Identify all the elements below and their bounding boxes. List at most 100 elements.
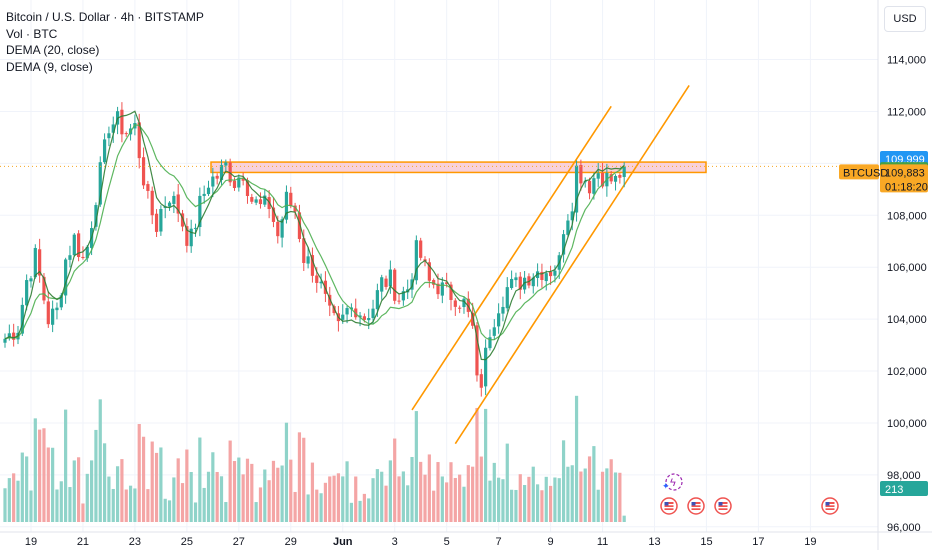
flag-canton: [825, 502, 830, 506]
dema20-indicator-label[interactable]: DEMA (20, close): [6, 43, 100, 57]
volume-bar: [531, 466, 535, 522]
chart-legend: Bitcoin / U.S. Dollar · 4h · BITSTAMP Vo…: [6, 9, 204, 75]
candle-body: [540, 271, 544, 280]
volume-bar: [388, 460, 392, 522]
volume-bar: [328, 476, 332, 522]
flag-canton: [664, 502, 669, 506]
volume-bar: [55, 489, 59, 522]
candle-body: [449, 284, 453, 300]
volume-bar: [224, 502, 228, 522]
candle-body: [579, 165, 583, 184]
candle-body: [531, 277, 535, 287]
volume-bar: [561, 440, 566, 522]
volume-bar: [510, 489, 514, 522]
volume-bar: [176, 458, 180, 522]
volume-bar: [267, 480, 271, 522]
volume-bar: [172, 477, 176, 522]
candle-body: [141, 157, 146, 186]
volume-bar: [371, 478, 375, 522]
x-tick-label: 25: [181, 536, 193, 548]
volume-bar: [592, 446, 596, 522]
symbol-title[interactable]: Bitcoin / U.S. Dollar · 4h · BITSTAMP: [6, 10, 204, 24]
annotations[interactable]: [210, 85, 707, 445]
volume-bar: [284, 422, 289, 522]
volume-bar: [211, 452, 215, 522]
volume-bar: [51, 447, 55, 522]
candle-body: [250, 197, 254, 202]
candle-body: [380, 277, 384, 292]
flag-stripes: [691, 502, 701, 510]
volume-bar: [501, 479, 505, 522]
volume-bar: [479, 456, 483, 522]
volume-bar: [492, 462, 496, 522]
volume-bar: [59, 481, 63, 522]
volume-bar: [111, 488, 115, 522]
volume-bar: [540, 490, 544, 522]
candle-body: [384, 278, 388, 287]
candle-body: [215, 175, 219, 179]
volume-bar: [574, 395, 579, 522]
candle-body: [237, 177, 241, 188]
flag-stripe-white: [825, 507, 835, 509]
candle-body: [241, 178, 245, 181]
candle-body: [371, 308, 375, 318]
volume-bar: [484, 408, 488, 522]
volume-bar: [289, 459, 293, 522]
volume-indicator-label[interactable]: Vol · BTC: [6, 26, 58, 41]
x-tick-label: 5: [444, 536, 450, 548]
candle-body: [613, 175, 618, 182]
candle-body: [592, 178, 596, 194]
volume-bar: [198, 437, 202, 522]
last-price-tag-text: 109,883: [885, 167, 925, 179]
candle-body: [319, 281, 323, 284]
candle-body: [81, 256, 85, 259]
candle-body: [29, 278, 33, 282]
volume-bar: [38, 429, 42, 522]
x-tick-label: 15: [700, 536, 712, 548]
y-tick-label: 114,000: [887, 55, 926, 67]
candle-body: [137, 122, 141, 159]
y-tick-label: 106,000: [887, 262, 927, 274]
candle-body: [124, 133, 128, 135]
us-flag-event-icon: [714, 497, 732, 515]
volume-bar: [427, 454, 431, 522]
x-tick-label: 23: [129, 536, 141, 548]
candle-body: [293, 205, 297, 212]
candle-body: [193, 227, 198, 229]
volume-bar: [488, 480, 492, 522]
volume-bar: [293, 491, 297, 522]
dema9-indicator-label[interactable]: DEMA (9, close): [6, 59, 93, 74]
candle-body: [12, 332, 16, 340]
volume-bar: [94, 429, 98, 522]
volume-bar: [128, 485, 133, 522]
volume-bar: [440, 476, 444, 522]
candle-body: [150, 190, 154, 216]
candle-body: [471, 312, 475, 326]
candle-body: [514, 277, 518, 281]
volume-bar: [315, 489, 319, 522]
candle-body: [224, 162, 228, 166]
candle-body: [462, 298, 466, 308]
candle-body: [25, 280, 29, 306]
volume-bar: [423, 474, 427, 522]
volume-bar: [375, 469, 379, 522]
volume-bar: [497, 477, 501, 522]
volume-bar: [16, 480, 20, 522]
volume-bar: [232, 461, 237, 522]
volume-bar: [436, 462, 440, 522]
candle-body: [154, 213, 159, 232]
volume-bar: [124, 489, 128, 522]
flag-stripe-white: [691, 507, 701, 509]
volume-bar: [462, 486, 466, 522]
candle-body: [55, 307, 59, 311]
currency-button[interactable]: USD: [884, 6, 926, 32]
candle-body: [202, 193, 206, 196]
volume-bar: [120, 459, 124, 522]
candle-body: [561, 234, 566, 255]
last-price-tag-text: 01:18:20: [885, 181, 928, 193]
candle-body: [77, 233, 81, 258]
volume-bar: [410, 456, 414, 522]
volume-bar: [548, 485, 553, 522]
event-icons[interactable]: ϟ✦: [660, 473, 839, 515]
